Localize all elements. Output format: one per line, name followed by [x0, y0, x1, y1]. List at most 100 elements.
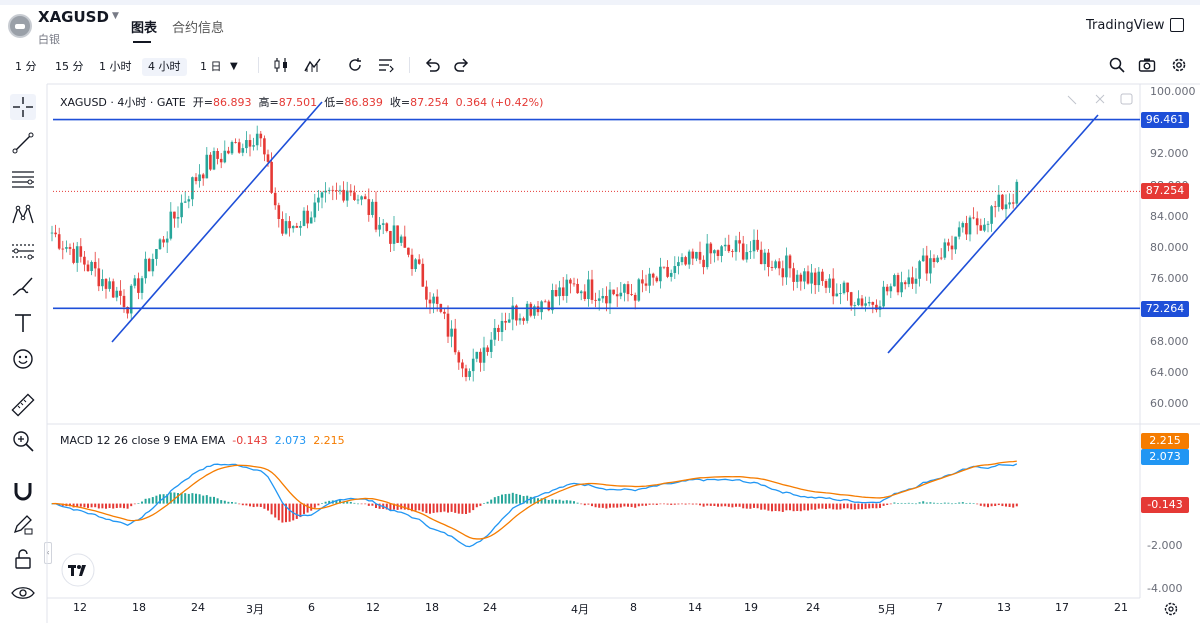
trend-line-right[interactable]: [887, 114, 1099, 354]
interval-dropdown-icon[interactable]: ▼: [230, 61, 238, 72]
candle-body: [119, 290, 122, 296]
macd-hist-bar: [403, 503, 406, 510]
measure-tool[interactable]: [10, 392, 36, 418]
candle-body: [608, 289, 612, 304]
draw-mode-tool[interactable]: [10, 512, 36, 538]
candle-body: [371, 201, 374, 215]
time-axis-settings-icon[interactable]: [1163, 601, 1179, 617]
toolbar-divider: [258, 57, 259, 73]
candle-body: [288, 221, 291, 229]
candles-icon[interactable]: [272, 56, 290, 74]
pattern-tool[interactable]: [10, 202, 36, 228]
interval-4h[interactable]: 4 小时: [142, 58, 187, 76]
candle-body: [558, 287, 561, 297]
text-tool[interactable]: [10, 310, 36, 336]
time-axis-label: 18: [132, 601, 146, 614]
macd-hist-bar: [112, 503, 115, 509]
macd-hist-bar: [529, 496, 532, 504]
symbol-dropdown-icon[interactable]: ▼: [112, 11, 119, 21]
search-icon[interactable]: [1108, 56, 1126, 74]
candle-body: [921, 255, 925, 262]
symbol-name[interactable]: XAGUSD: [38, 8, 109, 26]
macd-hist-bar: [882, 503, 885, 506]
candle-body: [507, 319, 511, 323]
candle-body: [263, 138, 266, 155]
interval-1d[interactable]: 1 日: [200, 60, 222, 73]
undo-icon[interactable]: [423, 56, 441, 74]
settings-icon[interactable]: [1170, 56, 1188, 74]
macd-hist-bar: [389, 503, 392, 511]
trend-line-tool[interactable]: [10, 130, 36, 156]
macd-hist-bar: [137, 503, 140, 504]
candle-body: [396, 225, 399, 243]
visibility-tool[interactable]: [10, 580, 36, 606]
tab-contract-info[interactable]: 合约信息: [172, 21, 225, 36]
pattern-icon: [12, 204, 34, 224]
lock-tool[interactable]: [10, 546, 36, 572]
lower-line-price-tag: 72.264: [1141, 301, 1189, 317]
tradingview-logo-icon[interactable]: [61, 553, 95, 587]
candle-body: [752, 239, 756, 252]
macd-hist-bar: [893, 502, 896, 504]
candle-body: [414, 259, 417, 270]
fullscreen-icon[interactable]: [1170, 18, 1184, 32]
interval-1h[interactable]: 1 小时: [99, 60, 132, 73]
macd-hist-bar: [925, 502, 928, 504]
macd-hist-bar: [90, 503, 93, 508]
emoji-tool[interactable]: [10, 346, 36, 372]
candle-body: [666, 266, 669, 277]
macd-hist-bar: [835, 503, 838, 510]
macd-hist-bar: [904, 503, 907, 504]
macd-hist-bar: [601, 503, 604, 508]
macd-hist-bar: [328, 500, 331, 504]
trend-line-left[interactable]: [111, 101, 323, 343]
candle-body: [803, 271, 806, 282]
macd-hist-bar: [360, 503, 363, 505]
macd-hist-bar: [288, 503, 291, 522]
interval-15m[interactable]: 15 分: [55, 60, 84, 73]
collapse-toolbar-icon[interactable]: ‹: [44, 542, 52, 564]
maximize-pane-icon[interactable]: [1095, 94, 1105, 104]
indicators-icon[interactable]: [304, 56, 322, 74]
zoom-tool[interactable]: [10, 428, 36, 454]
candle-body: [482, 347, 486, 363]
magnet-tool[interactable]: [10, 478, 36, 504]
interval-1m[interactable]: 1 分: [15, 60, 37, 73]
candle-body: [713, 250, 716, 254]
collapse-pane-icon[interactable]: [1067, 95, 1077, 105]
candle-body: [875, 304, 878, 310]
brush-tool[interactable]: [10, 274, 36, 300]
macd-hist-bar: [943, 502, 946, 504]
fib-tool[interactable]: [10, 166, 36, 192]
candle-body: [947, 242, 950, 246]
symbol-logo-icon: [8, 14, 32, 38]
macd-hist-bar: [285, 503, 287, 523]
candle-body: [914, 278, 918, 284]
crosshair-tool[interactable]: [10, 94, 36, 120]
candle-body: [338, 189, 342, 191]
candle-body: [612, 289, 615, 295]
macd-hist-bar: [1012, 503, 1015, 508]
redo-icon[interactable]: [453, 56, 471, 74]
macd-hist-bar: [846, 503, 849, 509]
candle-body: [461, 362, 464, 369]
pane-settings-icon[interactable]: [1120, 93, 1133, 105]
candle-body: [950, 245, 954, 250]
time-axis-label: 8: [630, 601, 637, 614]
macd-hist-bar: [796, 503, 799, 511]
replay-icon[interactable]: [346, 56, 364, 74]
candle-body: [788, 255, 792, 269]
macd-hist-bar: [843, 503, 845, 509]
candle-body: [360, 196, 363, 200]
forecast-tool[interactable]: [10, 238, 36, 264]
camera-icon[interactable]: [1138, 56, 1156, 74]
tradingview-link[interactable]: TradingView: [1086, 18, 1165, 33]
candle-body: [331, 189, 335, 191]
templates-icon[interactable]: [377, 56, 395, 74]
macd-axis-label: -2.000: [1147, 539, 1183, 552]
macd-hist-bar: [357, 503, 359, 505]
time-axis-label: 19: [744, 601, 758, 614]
candle-body: [536, 306, 540, 313]
tab-chart[interactable]: 图表: [131, 21, 158, 36]
